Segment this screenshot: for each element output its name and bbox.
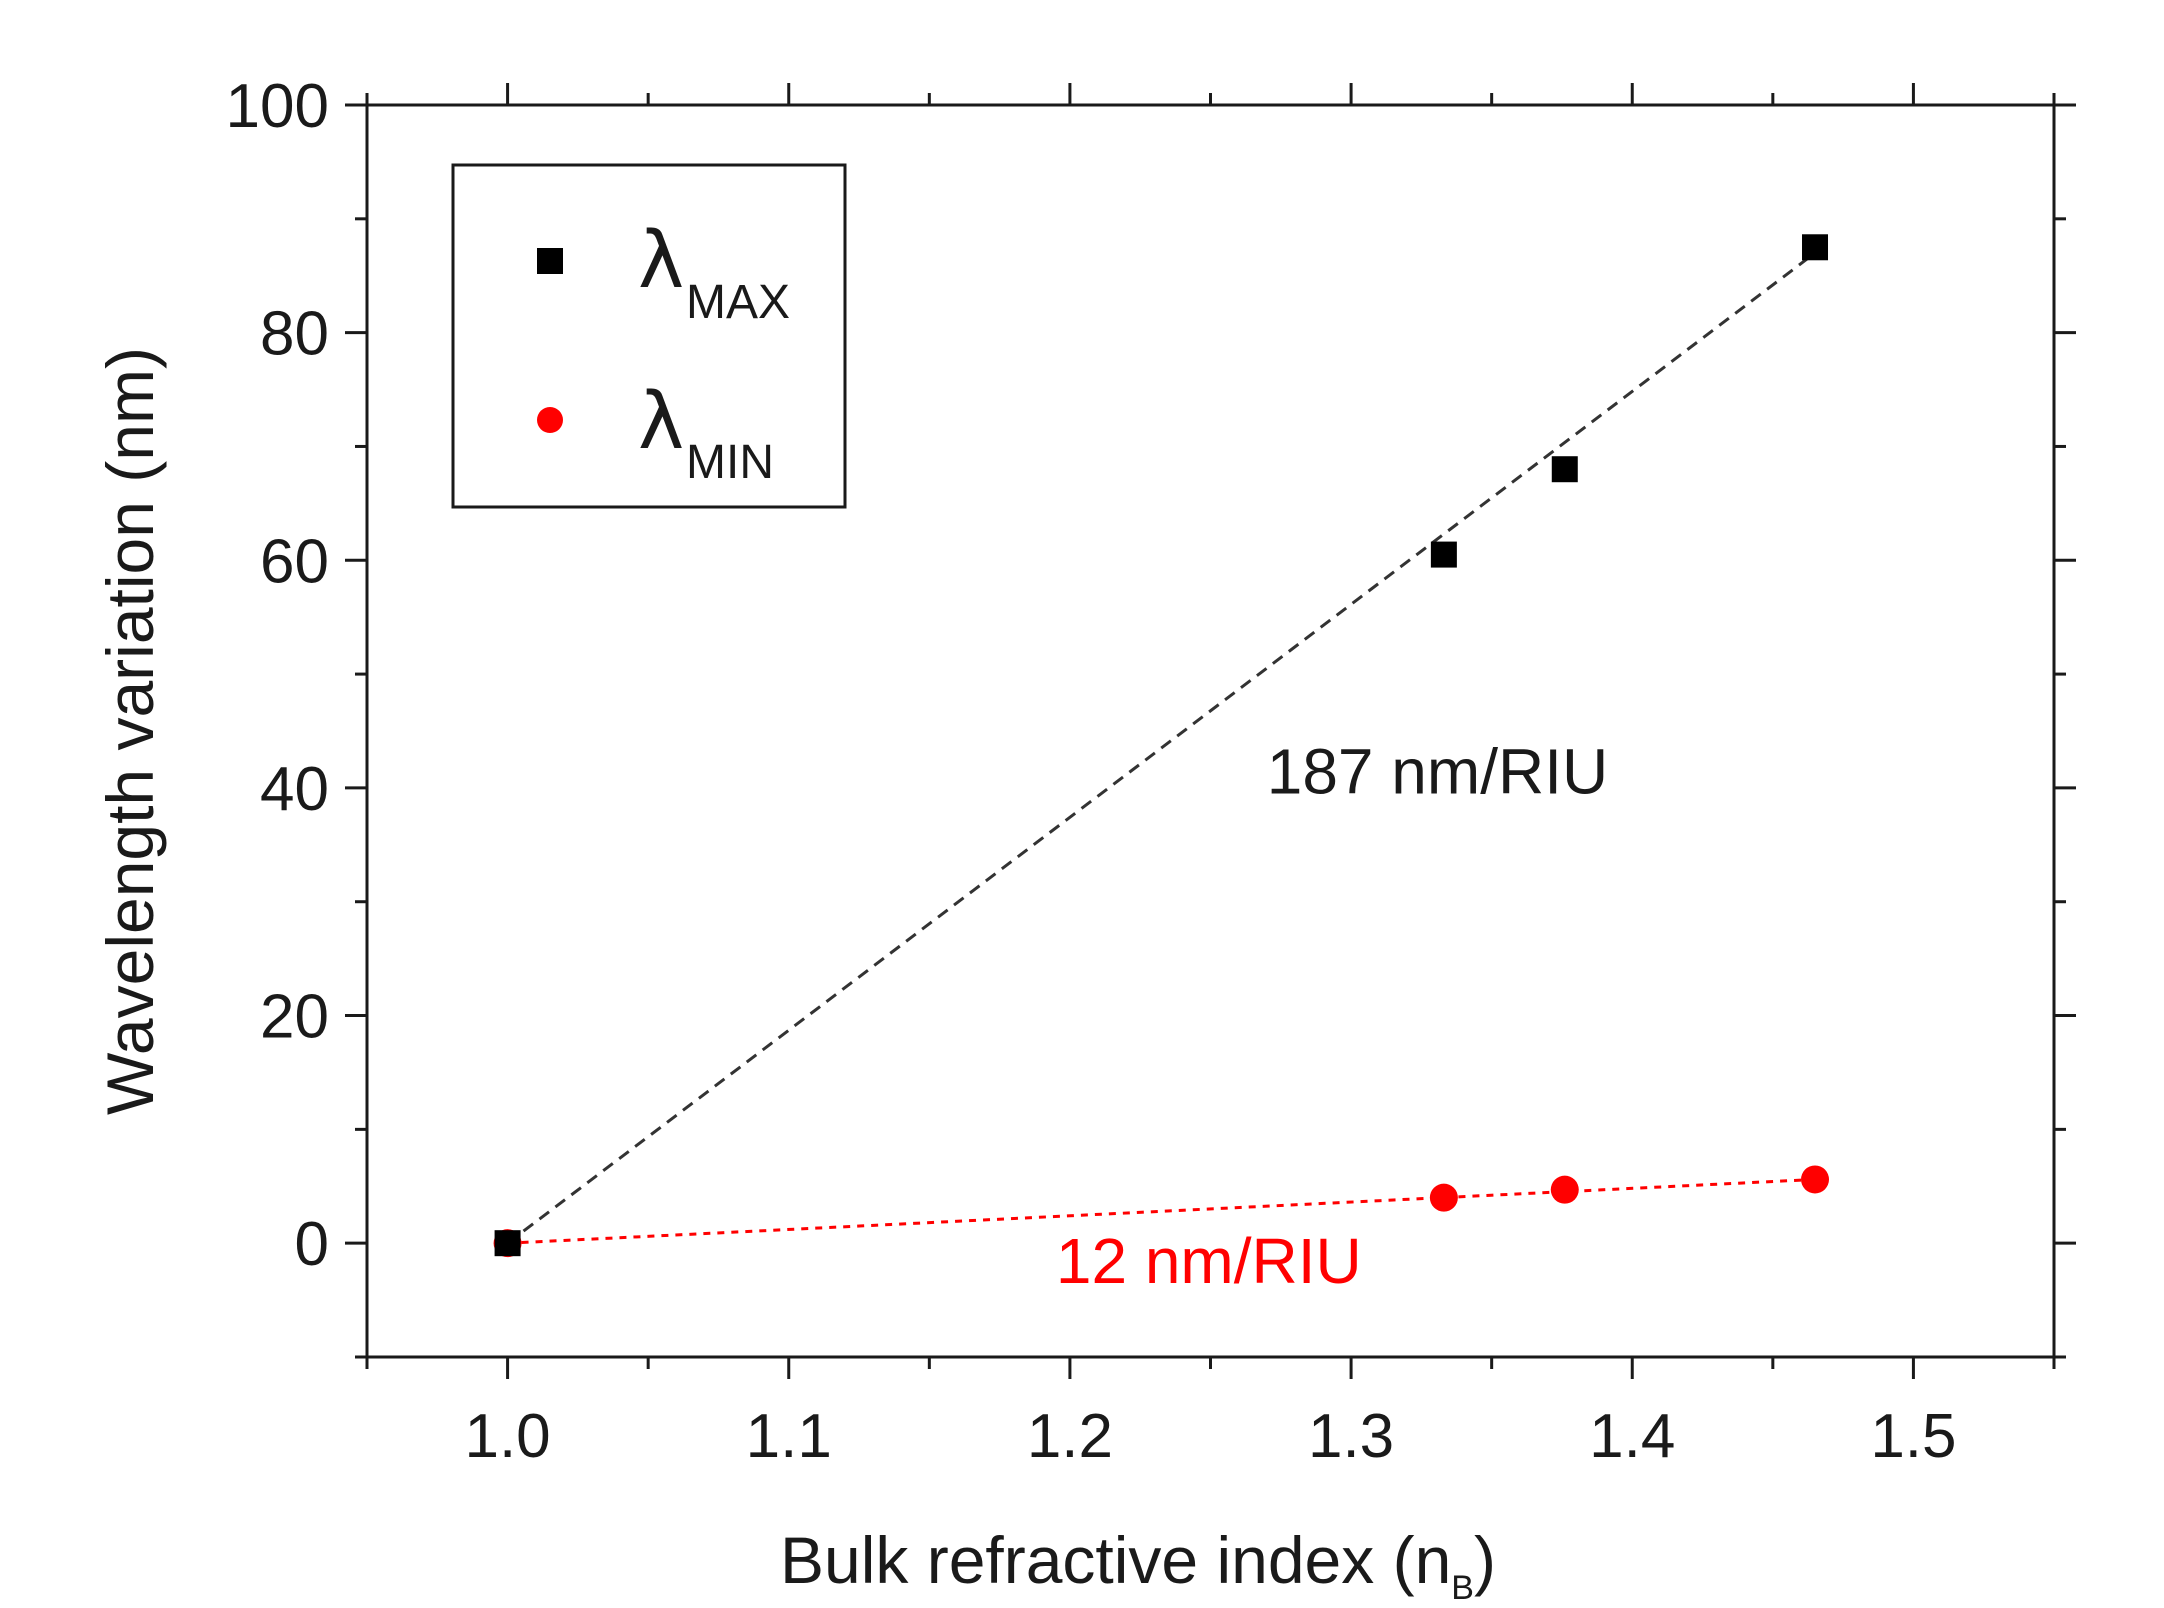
legend-label-min: λ bbox=[638, 377, 684, 467]
point-max bbox=[494, 1230, 521, 1257]
annotation-min-slope: 12 nm/RIU bbox=[1056, 1225, 1362, 1297]
point-max bbox=[1802, 234, 1829, 261]
point-min bbox=[1801, 1165, 1830, 1194]
legend-box bbox=[451, 163, 847, 509]
y-tick-label: 80 bbox=[260, 300, 329, 369]
x-tick-label: 1.2 bbox=[1027, 1402, 1113, 1471]
x-tick-label: 1.1 bbox=[746, 1402, 832, 1471]
y-tick-label: 100 bbox=[226, 72, 329, 141]
x-tick-label: 1.0 bbox=[464, 1402, 550, 1471]
legend: λ MAX λ MIN bbox=[451, 163, 847, 509]
point-min bbox=[1550, 1175, 1579, 1204]
fit-lines bbox=[506, 251, 1816, 1245]
legend-label-max: λ bbox=[638, 216, 684, 306]
y-tick-label: 20 bbox=[260, 983, 329, 1052]
legend-marker-min bbox=[537, 407, 563, 433]
y-tick-label: 0 bbox=[295, 1210, 329, 1279]
fit-line-max bbox=[506, 251, 1816, 1245]
axis-ticks: 1.0 1.1 1.2 1.3 1.4 1.5 0 20 40 60 80 100 bbox=[226, 72, 2076, 1471]
y-tick-label: 40 bbox=[260, 755, 329, 824]
x-axis-title-end: ) bbox=[1474, 1523, 1496, 1597]
legend-marker-max bbox=[537, 248, 563, 274]
x-axis-title-main: Bulk refractive index (n bbox=[780, 1523, 1451, 1597]
legend-sub-min: MIN bbox=[686, 436, 774, 489]
x-axis-title: Bulk refractive index (nB) bbox=[780, 1523, 1496, 1607]
annotation-max-slope: 187 nm/RIU bbox=[1267, 736, 1608, 808]
x-tick-label: 1.5 bbox=[1870, 1402, 1956, 1471]
data-points bbox=[493, 234, 1830, 1258]
x-axis-title-sub: B bbox=[1451, 1569, 1474, 1607]
y-axis-title: Wavelength variation (nm) bbox=[93, 347, 167, 1115]
point-max bbox=[1551, 456, 1578, 483]
legend-sub-max: MAX bbox=[686, 276, 790, 329]
point-max bbox=[1430, 541, 1457, 568]
x-tick-label: 1.3 bbox=[1308, 1402, 1394, 1471]
x-tick-label: 1.4 bbox=[1589, 1402, 1675, 1471]
point-min bbox=[1429, 1183, 1458, 1212]
y-tick-label: 60 bbox=[260, 527, 329, 596]
